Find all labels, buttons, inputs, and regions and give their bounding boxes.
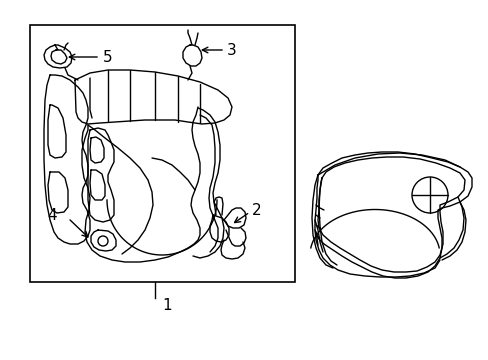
Text: 3: 3 [226, 42, 236, 58]
Text: 2: 2 [251, 202, 261, 217]
Text: 4: 4 [47, 207, 57, 222]
Text: 5: 5 [103, 50, 112, 64]
Text: 1: 1 [162, 297, 171, 312]
Bar [30, 25, 294, 282]
